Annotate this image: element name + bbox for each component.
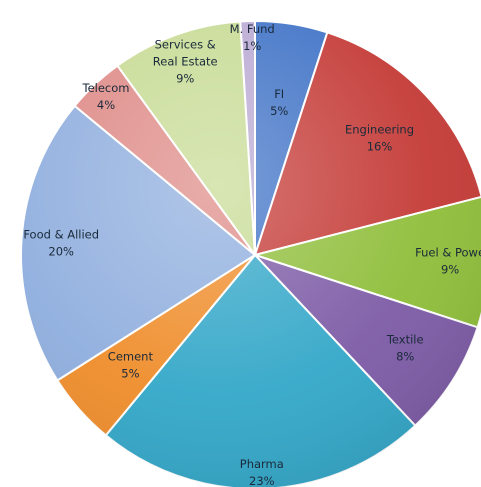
pie-label-name: Services & <box>155 37 216 51</box>
pie-label-value: 5% <box>121 366 139 380</box>
pie-label-name: M. Fund <box>230 22 275 36</box>
pie-label-name: FI <box>274 87 284 101</box>
pie-label-m-fund: M. Fund 1% <box>230 22 275 53</box>
pie-label-value: 4% <box>97 98 115 112</box>
pie-label-services-and-real-estate: Services & Real Estate 9% <box>153 37 218 85</box>
pie-label-name: Food & Allied <box>23 227 99 241</box>
pie-label-food-and-allied: Food & Allied 20% <box>23 227 99 258</box>
pie-label-name: Pharma <box>240 457 284 471</box>
pie-label-name: Real Estate <box>153 54 218 68</box>
pie-label-value: 16% <box>367 140 393 154</box>
pie-label-fi: FI 5% <box>270 87 288 118</box>
pie-label-telecom: Telecom 4% <box>82 81 130 112</box>
pie-label-fuel-and-power: Fuel & Powe 9% <box>415 245 481 276</box>
pie-label-value: 20% <box>48 244 74 258</box>
pie-label-value: 1% <box>243 39 261 53</box>
pie-label-value: 23% <box>249 474 275 487</box>
pie-label-name: Cement <box>108 349 154 363</box>
pie-label-name: Fuel & Powe <box>415 245 481 259</box>
pie-label-cement: Cement 5% <box>108 349 154 380</box>
pie-label-engineering: Engineering 16% <box>345 123 414 154</box>
pie-label-value: 9% <box>176 71 194 85</box>
pie-label-pharma: Pharma 23% <box>240 457 284 487</box>
pie-label-value: 8% <box>396 349 414 363</box>
pie-labels: FI 5% Engineering 16% Fuel & Powe 9% Textile 8%… <box>23 22 481 487</box>
pie-label-name: Textile <box>386 332 424 346</box>
pie-label-textile: Textile 8% <box>386 332 424 363</box>
pie-label-value: 5% <box>270 104 288 118</box>
pie-label-name: Engineering <box>345 123 414 137</box>
pie-label-name: Telecom <box>82 81 130 95</box>
pie-label-value: 9% <box>441 262 459 276</box>
